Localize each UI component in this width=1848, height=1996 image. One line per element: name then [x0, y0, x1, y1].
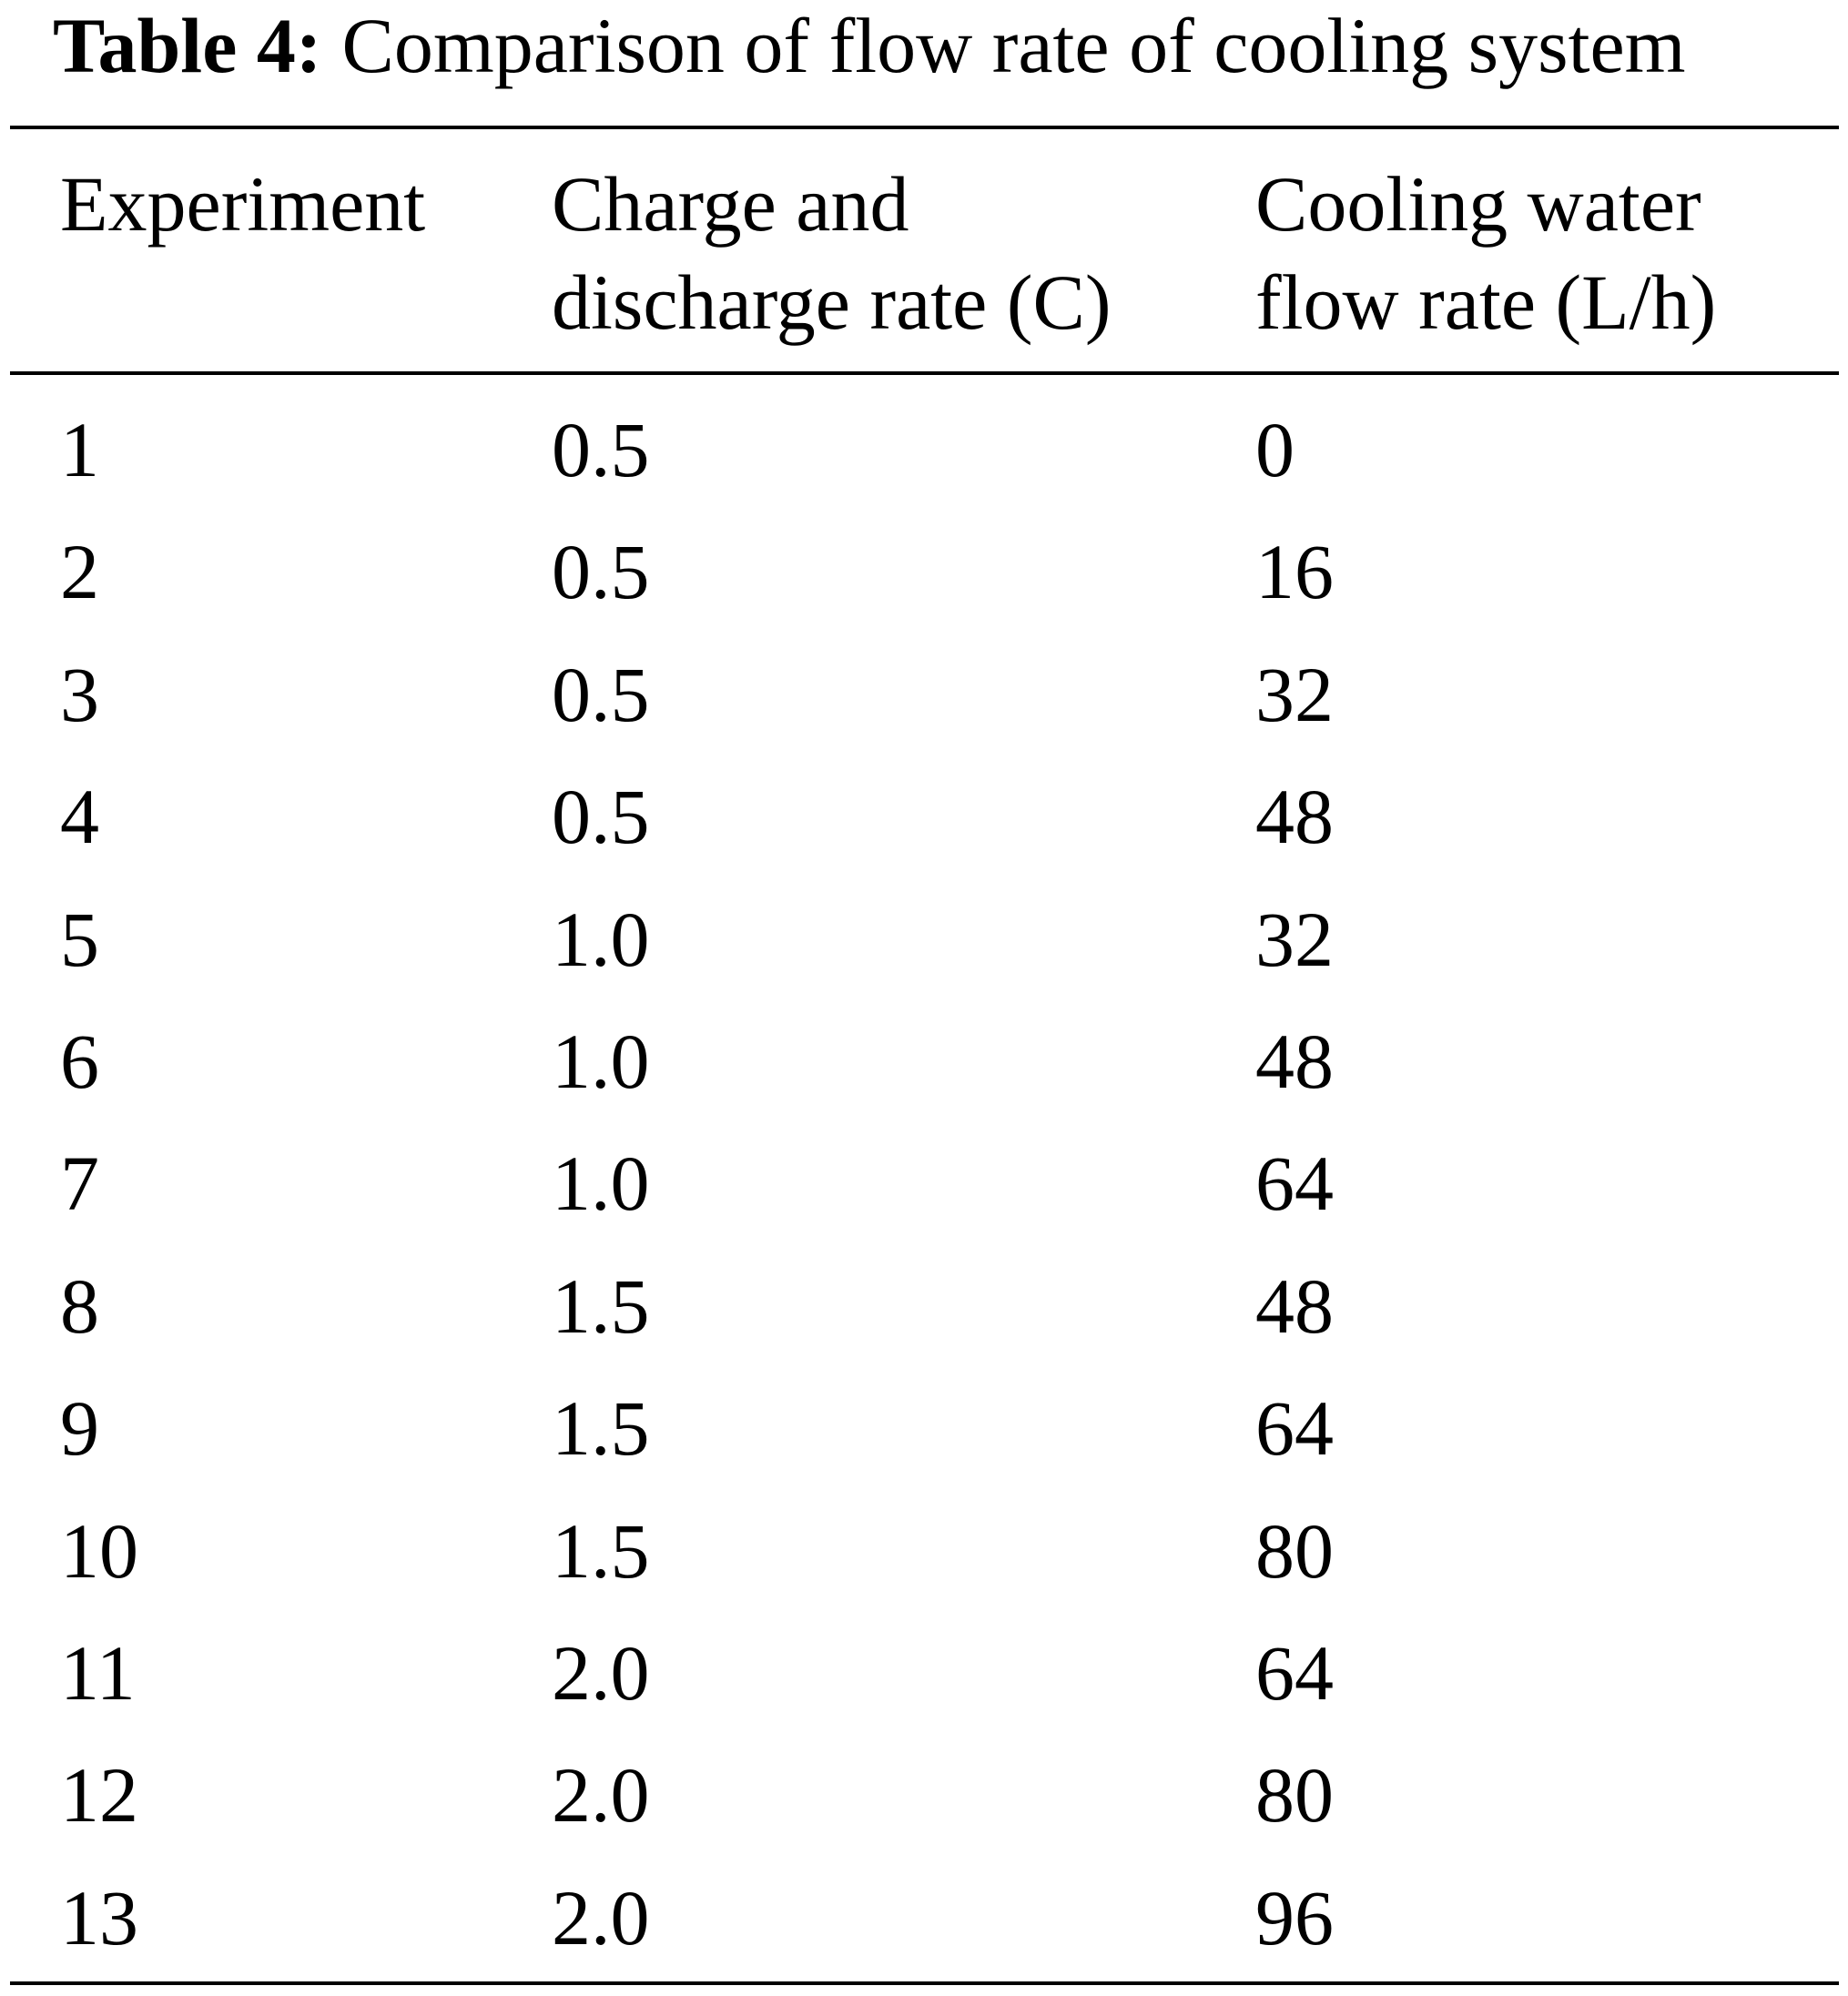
- table-cell: 16: [1255, 528, 1334, 616]
- table-cell: 32: [1255, 650, 1334, 738]
- table-cell: 1.0: [552, 1140, 650, 1228]
- table-cell: 2.0: [552, 1873, 650, 1961]
- table-cell: 10: [60, 1506, 138, 1595]
- table-cell: 1.5: [552, 1384, 650, 1473]
- table-cell: 48: [1255, 1261, 1334, 1350]
- table-label: Table 4:: [53, 2, 322, 89]
- table-cell: 9: [60, 1384, 99, 1473]
- column-header: Charge and discharge rate (C): [552, 160, 1112, 346]
- table-cell: 48: [1255, 773, 1334, 861]
- column-header: Cooling water flow rate (L/h): [1255, 160, 1717, 346]
- top-rule: [10, 126, 1839, 129]
- table-cell: 1.0: [552, 895, 650, 983]
- table-cell: 11: [60, 1629, 136, 1717]
- table-cell: 64: [1255, 1629, 1334, 1717]
- table-cell: 13: [60, 1873, 138, 1961]
- table-cell: 64: [1255, 1384, 1334, 1473]
- table-cell: 5: [60, 895, 99, 983]
- column-header: Experiment: [60, 160, 426, 248]
- table-cell: 80: [1255, 1506, 1334, 1595]
- table-cell: 80: [1255, 1751, 1334, 1839]
- table-cell: 48: [1255, 1018, 1334, 1105]
- table-cell: 0.5: [552, 650, 650, 738]
- table-cell: 7: [60, 1140, 99, 1228]
- caption-text: Comparison of flow rate of cooling syste…: [341, 2, 1686, 89]
- table-cell: 2.0: [552, 1629, 650, 1717]
- table-cell: 64: [1255, 1140, 1334, 1228]
- table-cell: 2: [60, 528, 99, 616]
- table-cell: 1: [60, 406, 99, 493]
- table-cell: 8: [60, 1261, 99, 1350]
- table-caption: Table 4: Comparison of flow rate of cooli…: [53, 0, 1686, 91]
- table-cell: 6: [60, 1018, 99, 1105]
- table-cell: 32: [1255, 895, 1334, 983]
- table-cell: 4: [60, 773, 99, 861]
- table-cell: 0: [1255, 406, 1295, 493]
- table-cell: 0.5: [552, 773, 650, 861]
- table-cell: 2.0: [552, 1751, 650, 1839]
- table-cell: 1.5: [552, 1261, 650, 1350]
- table-cell: 1.5: [552, 1506, 650, 1595]
- table-cell: 3: [60, 650, 99, 738]
- bottom-rule: [10, 1981, 1839, 1985]
- table-cell: 96: [1255, 1873, 1334, 1961]
- table-cell: 12: [60, 1751, 138, 1839]
- table-cell: 0.5: [552, 406, 650, 493]
- table-cell: 0.5: [552, 528, 650, 616]
- header-rule: [10, 371, 1839, 375]
- table-cell: 1.0: [552, 1018, 650, 1105]
